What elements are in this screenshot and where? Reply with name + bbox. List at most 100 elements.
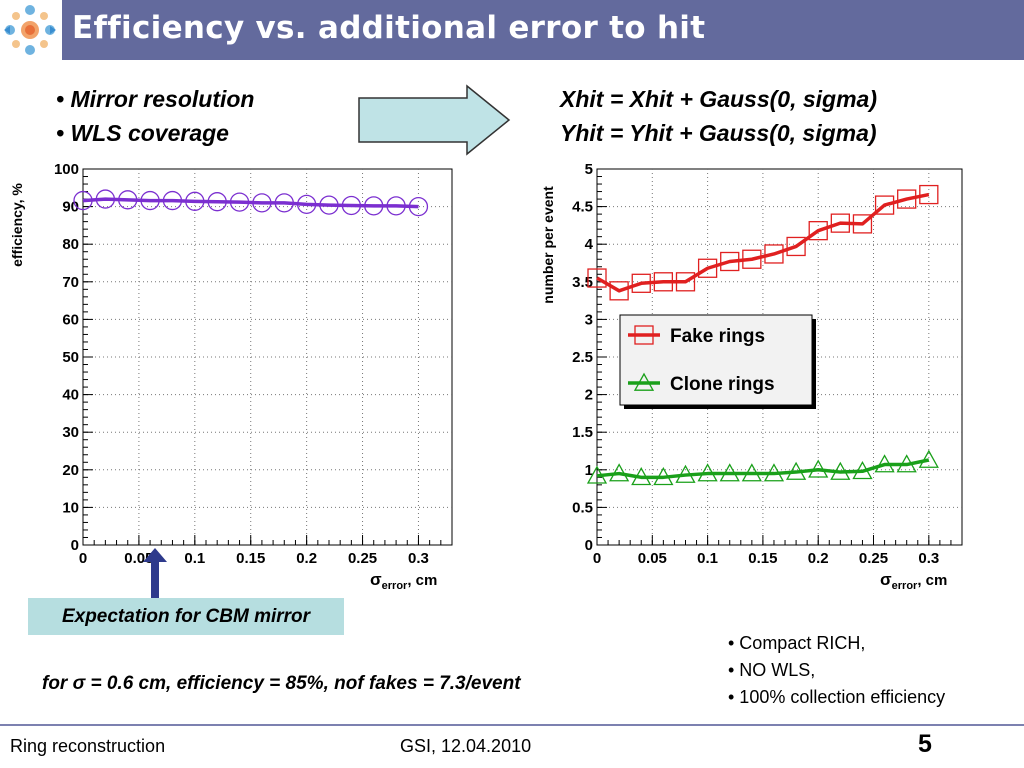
data-point <box>609 463 630 482</box>
y-tick-label: 0 <box>71 537 79 554</box>
data-point <box>274 193 294 213</box>
x-axis-label: σerror, cm <box>880 570 947 592</box>
title-bar <box>62 0 1024 60</box>
slide-title: Efficiency vs. additional error to hit <box>72 10 706 46</box>
footer-date: GSI, 12.04.2010 <box>400 736 532 756</box>
y-tick-label: 80 <box>62 236 79 253</box>
footer-divider <box>0 724 1024 726</box>
data-point <box>252 193 272 213</box>
series-line <box>596 192 930 293</box>
data-point <box>896 454 917 473</box>
data-point <box>341 195 362 216</box>
y-tick-label: 3.5 <box>572 274 593 291</box>
y-tick-label: 3 <box>585 311 593 328</box>
data-point <box>631 466 652 486</box>
bullet-text: Mirror resolution <box>70 86 255 112</box>
logo-icon <box>4 5 56 55</box>
data-point <box>162 190 183 211</box>
legend-marker <box>633 372 655 391</box>
y-tick-label: 1 <box>585 462 593 479</box>
y-tick-label: 2 <box>585 387 593 404</box>
data-point <box>207 192 227 212</box>
y-tick-label: 100 <box>54 161 79 178</box>
y-axis-label: number per event <box>540 186 556 304</box>
data-point <box>675 272 696 292</box>
efficiency-chart: 0 0.05 0.1 0.15 0.2 0.25 0.3010203040506070809… <box>9 161 453 592</box>
y-tick-label: 4.5 <box>572 199 593 216</box>
rings-chart: 0 0.05 0.1 0.15 0.2 0.25 0.3 0 0.5 1 1.5 2 2.5 3 3.5 4 4… <box>540 161 963 592</box>
data-point <box>897 189 917 209</box>
note-item: • NO WLS, <box>728 660 816 680</box>
data-point <box>95 189 116 209</box>
x-tick-label: 0 <box>79 550 87 567</box>
data-point <box>742 249 762 269</box>
data-point <box>229 192 250 212</box>
data-point <box>675 464 696 483</box>
data-point <box>697 463 718 482</box>
data-point <box>786 236 806 257</box>
data-point <box>408 196 429 217</box>
x-tick-label: 0.25 <box>348 550 377 567</box>
data-point <box>874 195 895 215</box>
data-point <box>185 191 205 211</box>
y-tick-label: 0 <box>585 537 593 554</box>
data-point <box>386 196 406 216</box>
x-tick-label: 0.3 <box>408 550 429 567</box>
x-tick-label: 0.25 <box>859 550 888 567</box>
data-point <box>808 221 828 241</box>
y-tick-label: 30 <box>62 424 79 441</box>
x-tick-label: 0.05 <box>638 550 667 567</box>
data-point <box>653 272 674 292</box>
data-point <box>319 195 339 215</box>
data-point <box>140 190 160 211</box>
y-tick-label: 4 <box>585 236 594 253</box>
legend-label: Clone rings <box>670 374 775 395</box>
formula-xhit: Xhit = Xhit + Gauss(0, sigma) <box>560 86 877 112</box>
summary-text: for σ = 0.6 cm, efficiency = 85%, nof fa… <box>42 673 521 694</box>
data-point <box>719 463 740 482</box>
y-tick-label: 5 <box>585 161 593 178</box>
footer-title: Ring reconstruction <box>10 736 166 756</box>
x-axis-label: σerror, cm <box>370 570 437 592</box>
legend-label: Fake rings <box>670 326 765 347</box>
note-item: • Compact RICH, <box>728 633 866 653</box>
data-point <box>763 463 785 482</box>
data-point <box>364 196 384 216</box>
data-point <box>741 463 762 482</box>
data-point <box>764 244 784 264</box>
bullet-marker: • <box>56 120 65 146</box>
x-tick-label: 0.15 <box>748 550 777 567</box>
data-point <box>852 214 873 234</box>
data-point <box>785 461 807 480</box>
x-tick-label: 0.15 <box>236 550 265 567</box>
data-point <box>852 460 873 480</box>
y-tick-label: 0.5 <box>572 499 593 516</box>
series-line <box>82 197 419 209</box>
y-tick-label: 10 <box>62 499 79 516</box>
page-number: 5 <box>918 730 932 758</box>
x-tick-label: 0.05 <box>124 550 153 567</box>
right-arrow-icon <box>358 84 511 156</box>
series-line <box>596 458 930 480</box>
data-point <box>697 258 718 278</box>
legend-marker <box>634 325 654 345</box>
x-tick-label: 0.1 <box>697 550 718 567</box>
data-point <box>653 466 674 486</box>
formula-yhit: Yhit = Yhit + Gauss(0, sigma) <box>560 120 877 146</box>
x-tick-label: 0.3 <box>918 550 939 567</box>
data-point <box>631 273 651 293</box>
data-point <box>73 190 93 211</box>
y-tick-label: 70 <box>62 274 79 291</box>
x-tick-label: 0.2 <box>296 550 317 567</box>
data-point <box>918 449 939 468</box>
y-tick-label: 40 <box>62 387 79 404</box>
data-point <box>808 459 829 478</box>
note-item: • 100% collection efficiency <box>728 687 946 707</box>
data-point <box>919 184 939 205</box>
data-point <box>830 213 850 233</box>
data-point <box>874 454 895 473</box>
expectation-label: Expectation for CBM mirror <box>28 598 344 635</box>
data-point <box>296 194 317 214</box>
y-tick-label: 2.5 <box>572 349 593 366</box>
y-tick-label: 50 <box>62 349 79 366</box>
